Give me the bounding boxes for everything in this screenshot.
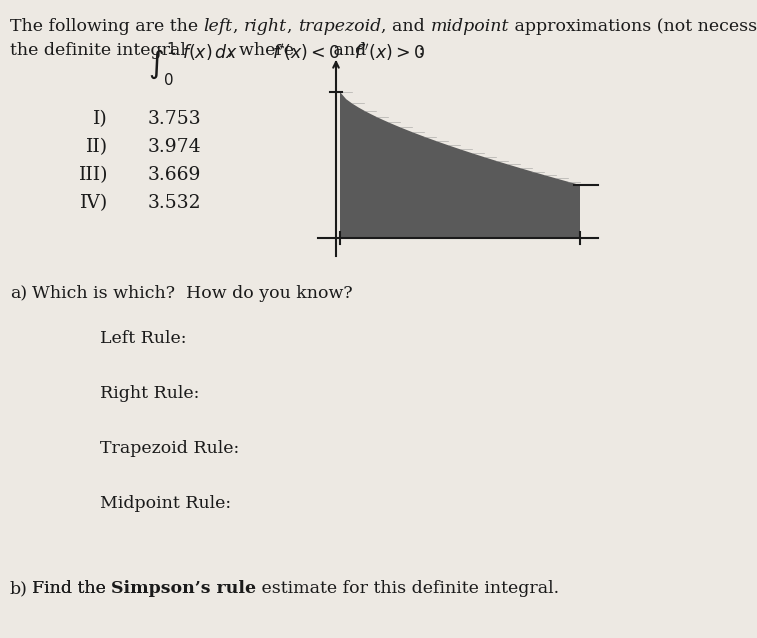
Text: $f''(x) > 0$: $f''(x) > 0$ — [354, 42, 425, 63]
Text: III): III) — [79, 166, 108, 184]
Text: Which is which?  How do you know?: Which is which? How do you know? — [32, 285, 353, 302]
Text: Trapezoid Rule:: Trapezoid Rule: — [100, 440, 239, 457]
Text: 3.753: 3.753 — [148, 110, 201, 128]
Text: Find the: Find the — [32, 580, 111, 597]
Text: ,: , — [287, 18, 298, 35]
Text: Find the: Find the — [32, 580, 111, 597]
Polygon shape — [340, 92, 580, 238]
Text: I): I) — [93, 110, 108, 128]
Text: , where: , where — [228, 42, 294, 59]
Text: 3.532: 3.532 — [148, 194, 201, 212]
Text: approximations (not necessarily in that order) to: approximations (not necessarily in that … — [509, 18, 757, 35]
Text: $f(x)\,dx$: $f(x)\,dx$ — [182, 42, 238, 62]
Text: Midpoint Rule:: Midpoint Rule: — [100, 495, 231, 512]
Text: :: : — [413, 42, 424, 59]
Text: left: left — [204, 18, 232, 35]
Text: ,: , — [232, 18, 244, 35]
Text: Right Rule:: Right Rule: — [100, 385, 199, 402]
Text: IV): IV) — [79, 194, 108, 212]
Text: estimate for this definite integral.: estimate for this definite integral. — [257, 580, 559, 597]
Text: the definite integral: the definite integral — [10, 42, 186, 59]
Text: 3.974: 3.974 — [148, 138, 201, 156]
Text: , and: , and — [381, 18, 431, 35]
Text: II): II) — [86, 138, 108, 156]
Text: and: and — [328, 42, 366, 59]
Text: The following are the: The following are the — [10, 18, 204, 35]
Text: $f'(x) < 0$: $f'(x) < 0$ — [272, 42, 341, 63]
Text: b): b) — [10, 580, 28, 597]
Text: right: right — [244, 18, 287, 35]
Text: Simpson’s rule: Simpson’s rule — [111, 580, 257, 597]
Text: trapezoid: trapezoid — [298, 18, 381, 35]
Text: midpoint: midpoint — [431, 18, 509, 35]
Text: $\int_0^1$: $\int_0^1$ — [148, 40, 177, 88]
Text: a): a) — [10, 285, 27, 302]
Text: Left Rule:: Left Rule: — [100, 330, 186, 347]
Text: 3.669: 3.669 — [148, 166, 201, 184]
